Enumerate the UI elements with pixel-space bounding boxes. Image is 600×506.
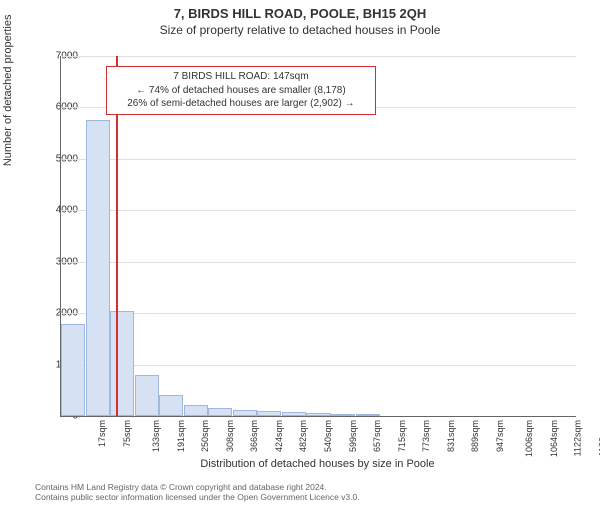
histogram-bar — [208, 408, 232, 416]
histogram-bar — [331, 414, 355, 416]
x-tick-label: 1122sqm — [573, 420, 583, 456]
grid-line — [61, 56, 576, 57]
x-tick-label: 308sqm — [225, 420, 235, 452]
grid-line — [61, 210, 576, 211]
chart-container: 7, BIRDS HILL ROAD, POOLE, BH15 2QH Size… — [0, 6, 600, 506]
x-tick-label: 133sqm — [151, 420, 161, 452]
x-tick-label: 831sqm — [446, 420, 456, 452]
histogram-bar — [356, 414, 380, 416]
x-tick-label: 482sqm — [298, 420, 308, 452]
footer-line-1: Contains HM Land Registry data © Crown c… — [35, 482, 360, 492]
histogram-bar — [110, 311, 134, 416]
histogram-bar — [135, 375, 159, 416]
x-tick-label: 889sqm — [470, 420, 480, 452]
x-tick-label: 250sqm — [200, 420, 210, 452]
histogram-bar — [61, 324, 85, 416]
x-tick-label: 599sqm — [348, 420, 358, 452]
chart-plot-area: 7 BIRDS HILL ROAD: 147sqm ← 74% of detac… — [60, 56, 576, 417]
x-tick-label: 947sqm — [495, 420, 505, 452]
x-tick-label: 17sqm — [97, 420, 107, 447]
page-title: 7, BIRDS HILL ROAD, POOLE, BH15 2QH — [0, 6, 600, 21]
footer-line-2: Contains public sector information licen… — [35, 492, 360, 502]
x-tick-label: 657sqm — [372, 420, 382, 452]
annotation-line-2: ← 74% of detached houses are smaller (8,… — [113, 84, 369, 98]
y-axis-label: Number of detached properties — [2, 15, 14, 167]
annotation-line-3: 26% of semi-detached houses are larger (… — [113, 97, 369, 111]
histogram-bar — [306, 413, 330, 416]
histogram-bar — [184, 405, 208, 416]
x-tick-label: 366sqm — [249, 420, 259, 452]
histogram-bar — [257, 411, 281, 416]
footer-attribution: Contains HM Land Registry data © Crown c… — [35, 482, 360, 502]
x-tick-label: 1006sqm — [524, 420, 534, 457]
grid-line — [61, 313, 576, 314]
x-tick-label: 773sqm — [421, 420, 431, 452]
histogram-bar — [159, 395, 183, 416]
x-tick-label: 191sqm — [176, 420, 186, 452]
grid-line — [61, 365, 576, 366]
annotation-box: 7 BIRDS HILL ROAD: 147sqm ← 74% of detac… — [106, 66, 376, 115]
page-subtitle: Size of property relative to detached ho… — [0, 23, 600, 37]
x-tick-label: 75sqm — [122, 420, 132, 447]
x-tick-label: 715sqm — [397, 420, 407, 452]
histogram-bar — [233, 410, 257, 416]
grid-line — [61, 159, 576, 160]
x-tick-label: 540sqm — [323, 420, 333, 452]
annotation-line-1: 7 BIRDS HILL ROAD: 147sqm — [113, 70, 369, 84]
x-tick-label: 424sqm — [274, 420, 284, 452]
x-tick-label: 1064sqm — [549, 420, 559, 457]
histogram-bar — [282, 412, 306, 416]
x-axis-label: Distribution of detached houses by size … — [60, 458, 575, 470]
grid-line — [61, 262, 576, 263]
histogram-bar — [86, 120, 110, 416]
